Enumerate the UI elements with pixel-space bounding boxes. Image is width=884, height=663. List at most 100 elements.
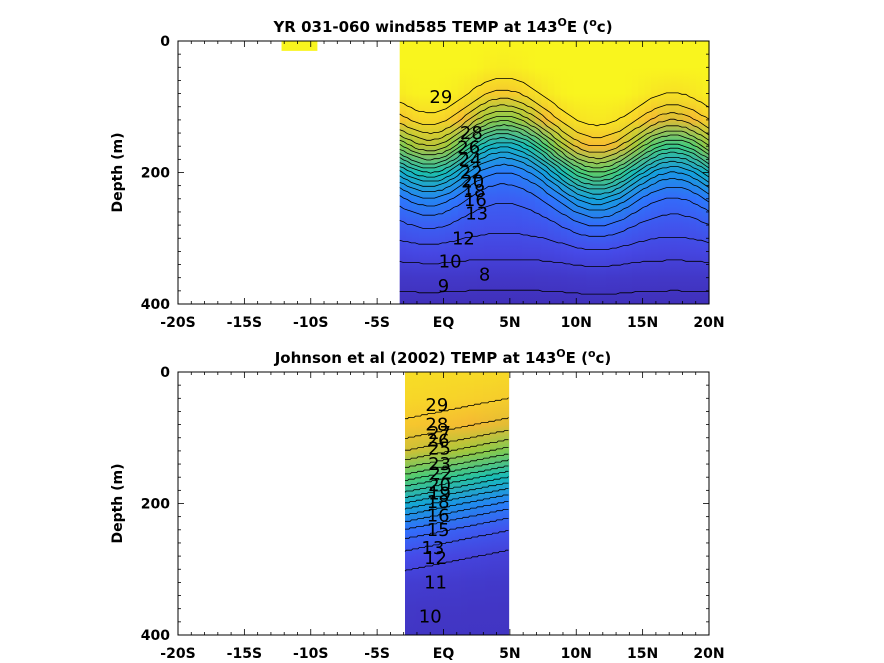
data-band — [502, 41, 510, 304]
contour-line — [405, 417, 509, 439]
top-panel-ticks: -20S -15S -10S -5S EQ 5N 10N 15N 20N 0 200 400 — [141, 34, 725, 331]
contour-label: 28 — [425, 415, 448, 436]
contour-line — [404, 530, 509, 552]
data-band — [417, 372, 421, 635]
data-band — [407, 372, 410, 635]
contour-line — [399, 183, 710, 227]
contour-line — [405, 439, 509, 460]
contour-line — [399, 156, 710, 206]
data-band — [676, 41, 684, 304]
contour-line — [404, 470, 509, 493]
data-band — [567, 41, 575, 304]
data-band — [467, 372, 471, 635]
contour-line — [399, 129, 710, 178]
contour-line — [399, 111, 710, 160]
contour-label: 10 — [439, 251, 462, 272]
data-band — [496, 41, 504, 304]
data-band — [452, 372, 456, 635]
y-tick-label: 400 — [141, 628, 170, 644]
data-band — [426, 372, 430, 635]
contour-label: 16 — [464, 190, 487, 211]
data-band — [554, 41, 562, 304]
data-band — [586, 41, 594, 304]
x-tick-label: -5S — [364, 315, 390, 331]
data-band — [406, 41, 414, 304]
x-tick-label: 20N — [693, 646, 724, 662]
contour-line — [399, 233, 710, 250]
data-band — [486, 372, 490, 635]
data-band — [454, 372, 458, 635]
contour-line — [399, 120, 710, 169]
contour-line — [405, 397, 509, 420]
contour-label: 23 — [428, 454, 451, 475]
contour-line — [399, 163, 710, 211]
x-tick-label: -5S — [364, 646, 390, 662]
data-band — [502, 372, 505, 635]
data-band — [535, 41, 543, 304]
contour-line — [405, 508, 509, 530]
data-band — [437, 372, 441, 635]
data-band — [480, 372, 484, 635]
contour-label: 20 — [461, 172, 484, 193]
contour-label: 24 — [459, 150, 482, 171]
top-panel: YR 031-060 wind585 TEMP at 143OE (oc) 29… — [110, 16, 725, 331]
data-band — [506, 372, 510, 635]
data-patch — [281, 41, 318, 51]
data-band — [593, 41, 601, 304]
bottom-panel-data-field — [405, 372, 510, 635]
data-band — [474, 372, 477, 635]
data-band — [438, 41, 446, 304]
data-band — [431, 41, 439, 304]
bottom-panel: Johnson et al (2002) TEMP at 143OE (oc) … — [110, 347, 725, 662]
data-band — [657, 41, 665, 304]
top-panel-title: YR 031-060 wind585 TEMP at 143OE (oc) — [272, 16, 612, 36]
data-band — [528, 41, 536, 304]
x-tick-label: 10N — [561, 646, 592, 662]
bottom-panel-y-axis-label: Depth (m) — [110, 463, 126, 543]
y-tick-label: 0 — [160, 365, 170, 381]
contour-line — [399, 259, 709, 267]
contour-line — [399, 151, 710, 200]
data-band — [458, 372, 462, 635]
data-band — [497, 372, 501, 635]
contour-line — [404, 487, 509, 510]
contour-label: 13 — [465, 203, 488, 224]
contour-label: 16 — [427, 505, 450, 526]
data-band — [689, 41, 697, 304]
x-tick-label: 20N — [693, 315, 724, 331]
data-band — [445, 372, 449, 635]
contour-label: 9 — [438, 276, 449, 297]
x-tick-label: -10S — [293, 315, 328, 331]
data-band — [433, 372, 436, 635]
data-band — [470, 41, 478, 304]
contour-line — [405, 430, 509, 451]
data-band — [463, 372, 467, 635]
contour-label: 22 — [460, 163, 483, 184]
data-band — [493, 372, 497, 635]
data-band — [499, 372, 503, 635]
data-band — [509, 41, 517, 304]
data-band — [409, 372, 413, 635]
contour-line — [399, 116, 710, 165]
contour-label: 18 — [427, 492, 450, 513]
contour-label: 26 — [457, 138, 480, 159]
x-tick-label: -15S — [227, 315, 262, 331]
x-tick-label: 15N — [627, 315, 658, 331]
contour-line — [399, 172, 710, 219]
data-band — [405, 372, 408, 635]
contour-line — [405, 459, 509, 481]
data-band — [541, 41, 549, 304]
contour-line — [405, 476, 509, 499]
data-band — [469, 372, 473, 635]
data-band — [651, 41, 659, 304]
data-band — [683, 41, 691, 304]
data-band — [456, 372, 460, 635]
data-band — [484, 372, 488, 635]
data-band — [443, 372, 447, 635]
x-tick-label: EQ — [433, 646, 455, 662]
x-tick-label: -20S — [160, 646, 195, 662]
data-band — [522, 41, 530, 304]
data-band — [465, 372, 469, 635]
data-band — [448, 372, 451, 635]
